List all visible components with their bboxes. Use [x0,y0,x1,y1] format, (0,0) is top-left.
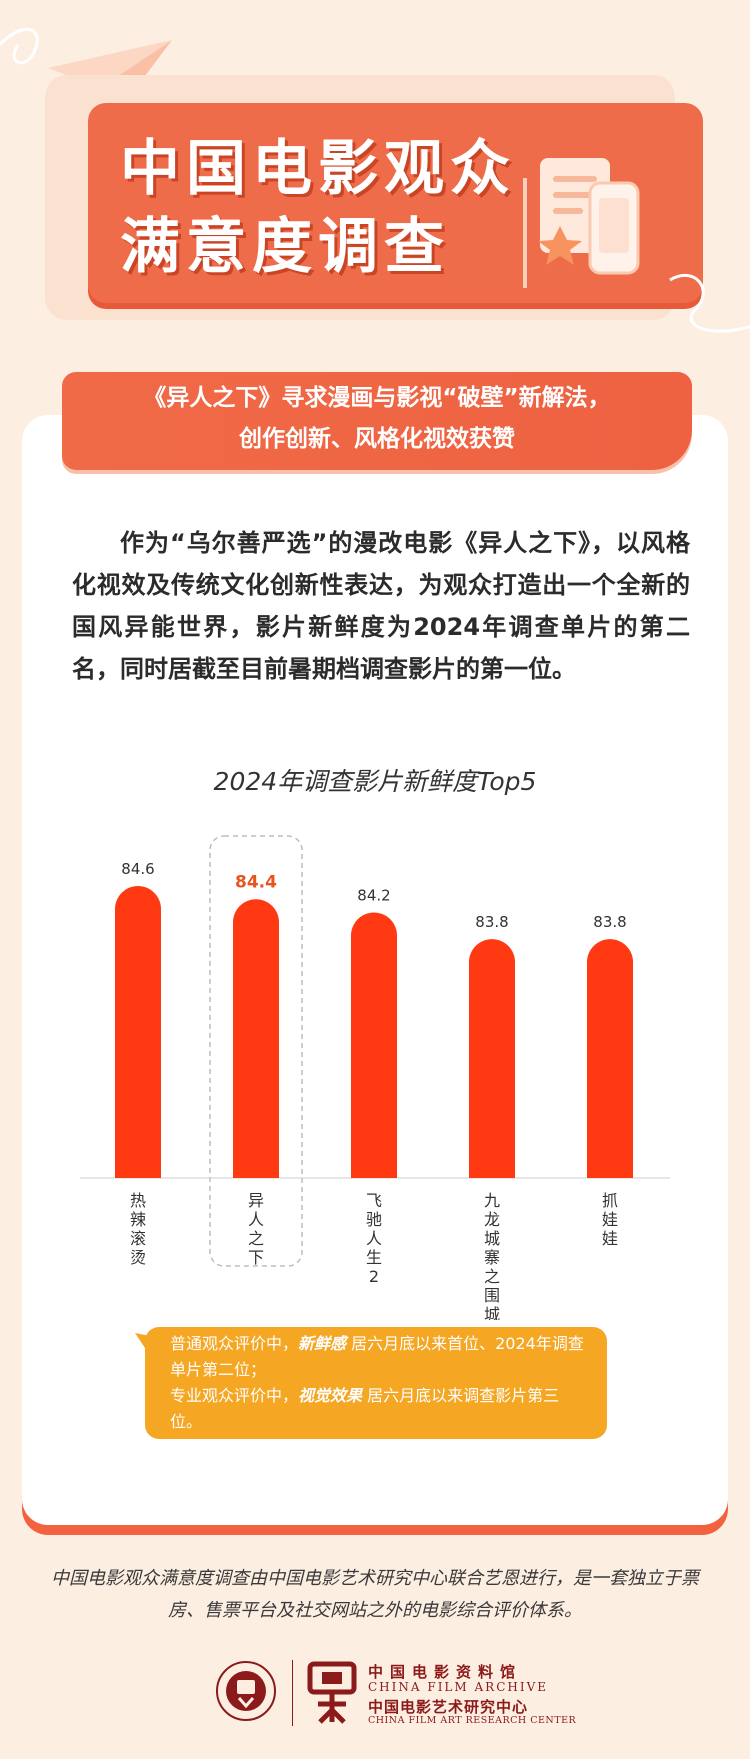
bar [233,899,279,1178]
logo-center-name-en: CHINA FILM ART RESEARCH CENTER [368,1715,577,1726]
bar-chart: 84.6 热辣滚烫 84.4 异人之下 84.2 飞驰人生 2 83.8 九龙城寨之围城 83.8… [80,835,670,1320]
headline-line-2: 创作创新、风格化视效获赞 [239,426,515,452]
callout-line-2-prefix: 专业观众评价中， [170,1386,299,1405]
survey-document-icon [523,158,640,288]
film-archive-logo-icon [307,1661,357,1724]
callout-line-1-suffix: 居六月底以来首位、2024年调查单片第二位； [170,1334,584,1379]
headline-banner [62,372,692,470]
category-label: 热辣滚烫 [130,1191,146,1267]
logo-divider [292,1660,293,1726]
logo-center-name-cn: 中国电影艺术研究中心 [368,1698,529,1716]
intro-paragraph: 作为“乌尔善严选”的漫改电影《异人之下》，以风格化视效及传统文化创新性表达，为观… [72,529,690,683]
bar [351,912,397,1178]
category-label: 异人之下 [248,1191,264,1267]
bar-value-label: 84.2 [357,887,390,905]
chart-title: 2024年调查影片新鲜度Top5 [213,767,537,796]
logo-name-en: CHINA FILM ARCHIVE [368,1680,549,1694]
decorative-curl [669,273,750,333]
callout-line-1-emphasis: 新鲜感 [298,1334,347,1353]
bar-value-label: 84.6 [121,860,154,878]
bar [587,939,633,1178]
category-label: 抓娃娃 [602,1191,618,1248]
highlight-box [209,835,303,1267]
seal-logo-icon [216,1661,276,1721]
rating-callout-text: 普通观众评价中，新鲜感 居六月底以来首位、2024年调查单片第二位； 专业观众评… [170,1331,590,1435]
page-title-line-2: 满意度调查 [120,212,450,282]
callout-line-2-suffix: 居六月底以来调查影片第三位。 [170,1386,560,1431]
bar-value-label: 83.8 [475,913,508,931]
headline-line-1: 《异人之下》寻求漫画与影视“破壁”新解法， [143,385,611,411]
rating-callout [145,1327,607,1439]
page-title-line-1: 中国电影观众 [120,134,516,204]
callout-line-2-emphasis: 视觉效果 [298,1386,363,1405]
bar [115,886,161,1178]
decorative-curve [0,27,39,65]
category-label: 九龙城寨之围城 [484,1191,500,1320]
bar-value-label: 83.8 [593,913,626,931]
bar-value-label: 84.4 [235,872,277,892]
footer-note: 中国电影观众满意度调查由中国电影艺术研究中心联合艺恩进行，是一套独立于票房、售票… [51,1568,699,1621]
bar [469,939,515,1178]
logo-name-cn: 中国电影资料馆 [368,1663,523,1681]
callout-line-1-prefix: 普通观众评价中， [170,1334,299,1353]
category-label: 飞驰人生 2 [366,1191,382,1286]
